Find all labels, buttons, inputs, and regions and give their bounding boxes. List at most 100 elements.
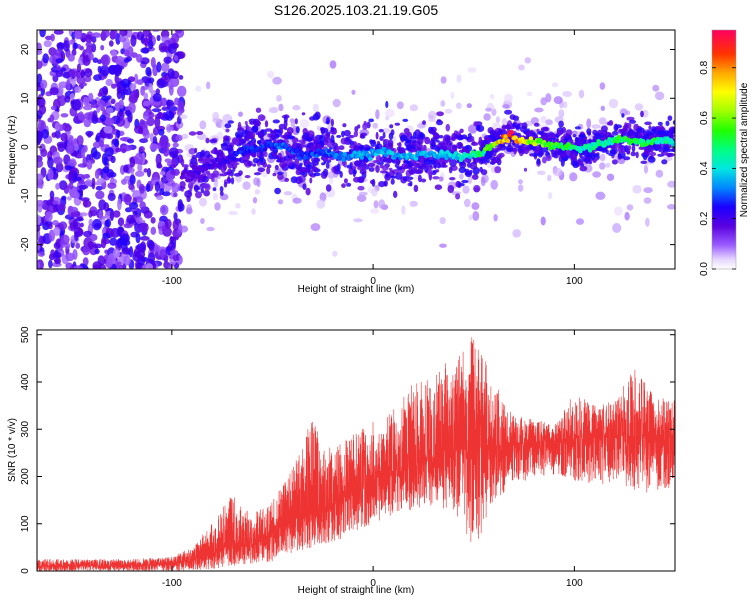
spectrogram-cell [196,131,204,135]
spectrogram-cell [637,132,645,136]
spectrogram-cell [323,152,328,158]
spectrogram-cell [462,185,470,194]
spectrogram-cell [67,159,77,167]
spectrogram-cell [103,202,110,212]
spectrogram-cell [109,237,118,246]
spectrogram-cell [525,128,530,132]
spectrogram-cell [110,155,116,164]
spectrogram-cell [458,166,466,174]
spectrogram-cell [83,230,93,238]
spectrogram-cell [115,147,122,153]
colorbar-label: Normalized spectral amplitude [739,82,750,217]
spectrogram-cell [54,258,61,265]
spectrogram-cell [119,137,128,142]
spectrogram-cell [37,119,45,132]
spectrogram-cell [159,136,169,149]
spectrogram-cell [332,98,341,108]
spectrogram-cell [551,82,559,88]
spectrogram-cell [491,159,500,164]
spectrogram-cell [270,130,277,134]
spectrogram-cell [212,193,219,201]
spectrogram-cell [512,229,522,238]
spectrogram-cell [357,185,365,191]
spectrogram-cell [120,233,130,243]
spectrogram-cell [212,170,219,178]
spectrogram-cell [390,129,395,136]
spectrogram-cell [655,144,663,150]
spectrogram-cell [289,162,293,166]
spectrogram-cell [39,30,46,38]
spectrogram-cell [94,169,100,180]
spectrogram-cell [612,223,622,233]
spectrogram-cell [56,42,65,49]
spectrogram-cell [88,210,93,218]
spectrogram-cell [601,130,608,136]
spectrogram-cell [37,60,43,70]
spectrogram-cell [101,30,110,39]
spectrogram-cell [540,115,547,124]
spectrogram-cell [476,125,485,132]
spectrogram-cell [68,206,78,213]
spectrogram-cell [552,167,563,177]
spectrogram-cell [585,157,591,162]
spectrogram-cell [464,170,473,177]
spectrogram-cell [624,211,630,221]
spectrogram-cell [480,176,486,187]
spectrogram-cell [471,202,480,211]
spectrogram-cell [117,217,125,227]
spectrogram-cell [319,141,324,145]
spectrogram-cell [168,105,178,112]
spectrogram-cell [472,211,480,221]
spectrogram-cell [310,223,321,232]
spectrogram-cell [388,167,393,171]
spectrogram-cell [95,190,105,200]
spectrogram-cell [99,114,106,122]
spectrogram-cell [356,194,367,202]
spectrogram-cell [129,157,136,168]
spectrogram-cell [112,248,120,259]
spectrogram-cell [156,162,162,169]
spectrogram-cell [77,227,83,236]
spectrogram-cell [91,177,96,190]
spectrogram-cell [173,55,179,62]
spectrogram-cell [405,147,411,151]
spectrogram-cell [64,165,73,171]
spectrogram-cell [257,140,262,145]
colorbar-tick-label: 0.0 [699,262,710,276]
spectrogram-cell [120,78,131,88]
spectrogram-cell [470,141,479,146]
spectrogram-cell [562,91,573,97]
spectrogram-cell [345,136,350,142]
spectrogram-cell [505,144,514,153]
spectrogram-cell [512,115,520,121]
spectrogram-cell [396,101,404,110]
spectrogram-cell [430,144,438,150]
snr-series-line [37,337,675,571]
spectrogram-cell [662,144,666,153]
spectrogram-cell [78,179,85,185]
spectrogram-cell [189,184,193,192]
spectrogram-cell [175,134,183,141]
spectrogram-cell [448,166,453,174]
y-tick-label: 0 [20,144,31,150]
spectrogram-cell [346,164,352,169]
spectrogram-cell [195,191,202,199]
spectrogram-cell [368,156,373,161]
spectrogram-cell [341,183,346,189]
spectrogram-cell [665,120,670,127]
spectrogram-cell [523,148,531,152]
spectrogram-cell [148,83,153,94]
spectrogram-cell [304,169,310,173]
spectrogram-cell [171,182,180,193]
spectrogram-cell [195,85,202,92]
spectrogram-cell [108,40,114,47]
spectrogram-cell [93,74,102,81]
spectrogram-cell [256,177,261,188]
spectrogram-cell [100,44,105,51]
spectrogram-cell [621,130,626,136]
spectrogram-cell [320,127,329,134]
spectrogram-cell [627,145,632,151]
spectrogram-cell [50,105,57,111]
spectrogram-cell [84,173,90,179]
